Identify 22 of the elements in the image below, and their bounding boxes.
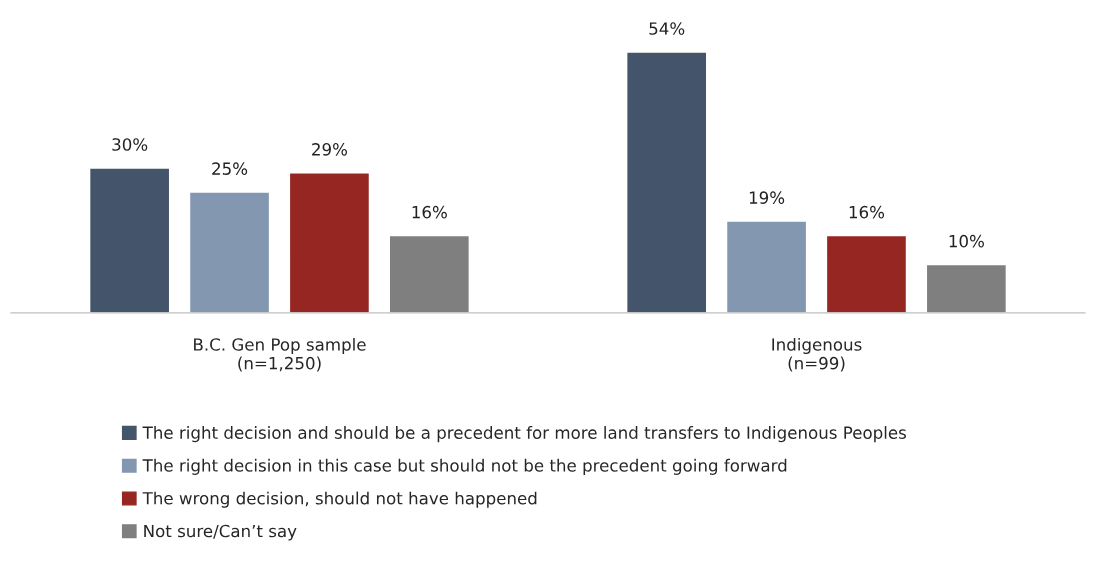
legend-label: The right decision in this case but should not be the precedent going forward [142,458,787,475]
bar [288,172,371,313]
data-label: 10% [949,234,984,248]
data-label: 16% [412,205,447,219]
data-label: 16% [849,205,885,219]
data-label: 29% [312,143,348,156]
legend-label: The wrong decision, should not have happened [142,491,537,508]
legend-label: Not sure/Can’t say [144,524,297,541]
legend-label: The right decision and should be a precedent for more land transfers to Indigenous Peoples [142,426,906,443]
data-label: 25% [212,162,248,175]
data-label: 19% [749,191,785,204]
bar [625,51,708,313]
bar [825,234,908,313]
bar [725,220,808,313]
bar [88,167,171,313]
data-label: 30% [112,138,148,151]
x-tick-label: B.C. Gen Pop sample (n=1,250) [194,337,366,372]
data-label: 54% [649,22,685,35]
x-tick-label: Indigenous (n=99) [772,337,862,372]
bar [925,263,1008,313]
bar [388,234,471,313]
bar [188,191,271,313]
